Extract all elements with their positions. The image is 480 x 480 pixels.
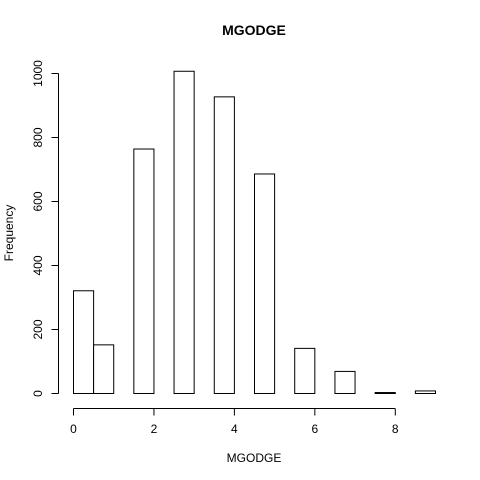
chart-title: MGODGE xyxy=(222,22,286,38)
histogram-bar xyxy=(374,392,396,395)
x-axis-label: MGODGE xyxy=(227,451,282,465)
y-tick-label: 1000 xyxy=(31,60,45,87)
y-tick-label: 200 xyxy=(31,319,45,339)
y-tick-label: 400 xyxy=(31,255,45,275)
histogram-bar xyxy=(254,173,276,394)
histogram-bar xyxy=(93,344,115,394)
x-tick-label: 0 xyxy=(70,422,77,436)
histogram-bar xyxy=(213,96,235,395)
histogram-bar xyxy=(173,70,195,394)
x-tick-label: 4 xyxy=(231,422,238,436)
x-tick-label: 8 xyxy=(392,422,399,436)
y-tick-label: 600 xyxy=(31,191,45,211)
histogram-bar xyxy=(73,290,95,394)
x-axis: 0 2 4 6 8 xyxy=(70,408,399,436)
histogram-bar xyxy=(294,347,316,395)
y-axis: 0 200 400 600 800 1000 xyxy=(31,60,59,397)
bars-group xyxy=(73,70,436,395)
histogram-bar xyxy=(334,370,356,395)
y-tick-label: 0 xyxy=(31,390,45,397)
x-tick-label: 6 xyxy=(311,422,318,436)
y-axis-label: Frequency xyxy=(2,205,16,262)
histogram-bar xyxy=(414,390,436,395)
histogram-bar xyxy=(133,148,155,394)
y-tick-label: 800 xyxy=(31,127,45,147)
x-tick-label: 2 xyxy=(151,422,158,436)
